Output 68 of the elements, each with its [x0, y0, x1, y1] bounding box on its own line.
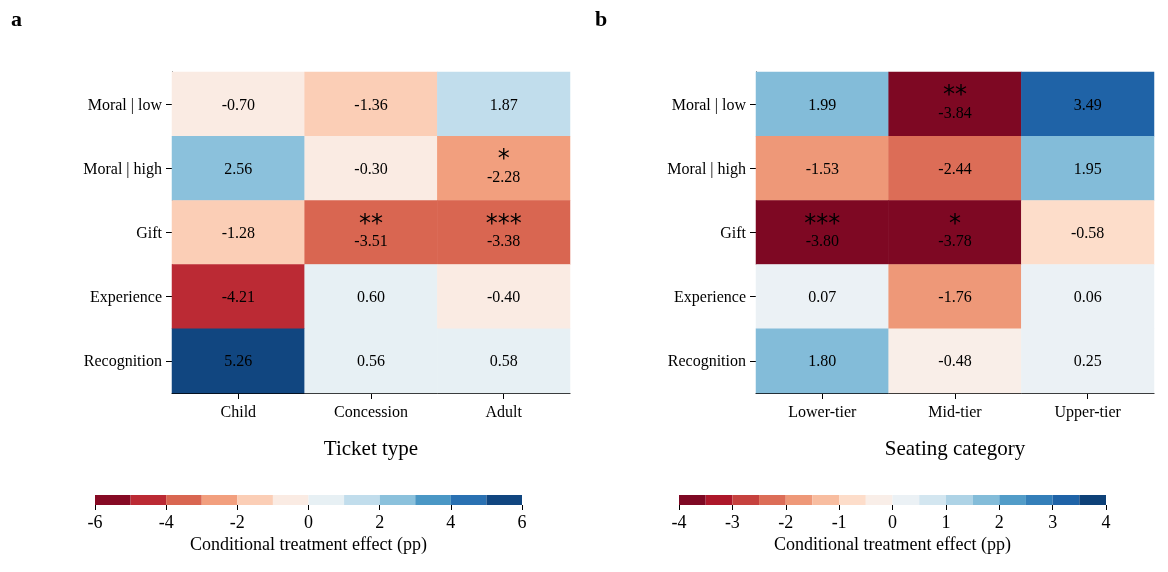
color-bar-label: 0	[304, 512, 313, 532]
y-tick-label: Recognition	[83, 352, 162, 371]
data-label: 1.99	[808, 95, 837, 113]
data-label: 0.58	[489, 352, 518, 370]
data-label: 5.26	[224, 352, 253, 370]
chart-title: b	[595, 5, 608, 31]
data-label: -4.21	[221, 288, 255, 306]
color-bar-label: 6	[517, 512, 527, 532]
y-tick-label: Moral | high	[667, 159, 746, 178]
data-label: *** -3.80	[804, 208, 841, 249]
data-label: -0.58	[1071, 224, 1105, 241]
data-label: 2.56	[224, 159, 253, 177]
color-bar-label: -3	[724, 512, 740, 532]
data-label: * -3.78	[938, 208, 972, 249]
data-label: 0.25	[1073, 352, 1102, 370]
y-tick-label: Moral | low	[671, 95, 747, 114]
data-label: -1.36	[354, 95, 388, 113]
color-bar-label: 4	[1101, 512, 1111, 532]
data-label: -1.53	[805, 159, 839, 177]
x-tick-label: Child	[220, 402, 257, 420]
color-bar-label: -4	[671, 512, 687, 532]
data-label: -0.70	[221, 95, 255, 113]
x-tick-label: Lower-tier	[788, 402, 858, 420]
data-label: * -2.28	[487, 144, 521, 185]
x-axis-title: Seating category	[884, 435, 1026, 460]
data-label: -1.28	[221, 224, 255, 241]
color-bar-label: -2	[229, 512, 245, 532]
data-label: 3.49	[1073, 95, 1102, 113]
data-label: -0.30	[354, 159, 388, 177]
color-bar-title: Conditional treatment effect (pp)	[773, 534, 1012, 555]
x-tick-label: Mid-tier	[928, 402, 983, 420]
color-bar-title: Conditional treatment effect (pp)	[189, 534, 428, 555]
y-tick-label: Experience	[90, 288, 162, 307]
y-tick-label: Moral | low	[87, 95, 163, 114]
color-bar-label: -2	[778, 512, 794, 532]
y-tick-label: Gift	[136, 224, 163, 241]
color-bar-label: 2	[994, 512, 1004, 532]
data-label: 0.56	[357, 352, 385, 370]
data-label: ** -3.84	[938, 80, 972, 121]
x-tick-label: Adult	[485, 402, 523, 420]
data-label: -0.48	[938, 352, 972, 370]
y-tick-label: Recognition	[667, 352, 746, 371]
color-bar-label: 1	[941, 512, 951, 532]
chart-title: a	[11, 5, 22, 31]
x-tick-label: Concession	[334, 402, 408, 420]
y-tick-label: Experience	[674, 288, 746, 307]
x-tick-label: Upper-tier	[1054, 402, 1122, 421]
color-bar-label: -1	[831, 512, 847, 532]
data-label: 0.06	[1073, 288, 1102, 306]
data-label: 1.95	[1073, 159, 1102, 177]
data-label: 0.07	[808, 288, 837, 306]
x-axis-title: Ticket type	[323, 435, 419, 460]
color-bar-label: 2	[375, 512, 385, 532]
data-label: -0.40	[487, 288, 521, 306]
color-bar-label: 3	[1048, 512, 1058, 532]
data-label: -2.44	[938, 159, 972, 177]
y-tick-label: Gift	[720, 224, 747, 241]
color-bar-label: -4	[158, 512, 174, 532]
data-label: -1.76	[938, 288, 972, 306]
data-label: 1.87	[489, 95, 518, 113]
data-label: 1.80	[808, 352, 837, 370]
data-label: ** -3.51	[354, 208, 388, 249]
color-bar-label: 0	[888, 512, 897, 532]
y-tick-label: Moral | high	[83, 159, 162, 178]
data-label: *** -3.38	[485, 208, 522, 249]
data-label: 0.60	[357, 288, 385, 306]
color-bar-label: -6	[87, 512, 103, 532]
color-bar-label: 4	[446, 512, 456, 532]
